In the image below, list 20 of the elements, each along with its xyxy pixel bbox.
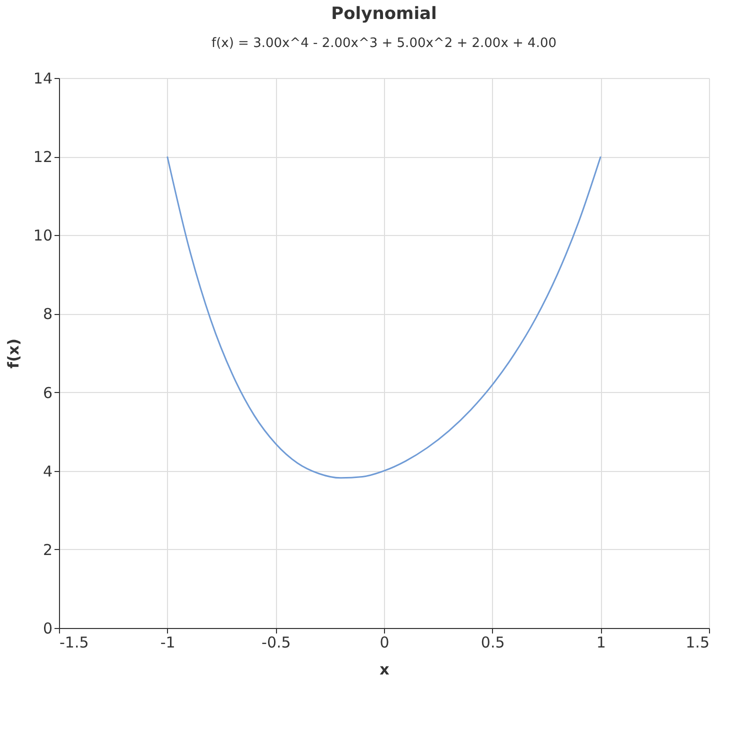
y-tick-label: 4 (42, 462, 52, 480)
x-tick-label: -1 (160, 634, 176, 652)
x-tick-label: 1 (596, 634, 606, 652)
y-tick-label: 14 (33, 70, 52, 88)
x-tick-label: 0.5 (480, 634, 505, 652)
x-tick-label: 0 (380, 634, 390, 652)
y-tick-label: 12 (33, 148, 52, 166)
x-tick-label: -1.5 (60, 634, 89, 652)
x-axis-title: x (380, 660, 390, 678)
y-axis-title: f(x) (4, 338, 22, 368)
chart-title: Polynomial (331, 4, 437, 24)
x-tick-label: -0.5 (262, 634, 291, 652)
y-tick-label: 8 (42, 305, 52, 324)
chart-subtitle: f(x) = 3.00x^4 - 2.00x^3 + 5.00x^2 + 2.00x + 4.00 (212, 36, 556, 51)
x-tick-label: 1.5 (686, 634, 710, 652)
y-tick-label: 6 (42, 384, 52, 402)
y-tick-label: 10 (33, 226, 52, 245)
line-series (166, 156, 602, 479)
y-tick-label: 2 (42, 540, 52, 559)
y-tick-label: 0 (42, 620, 52, 638)
